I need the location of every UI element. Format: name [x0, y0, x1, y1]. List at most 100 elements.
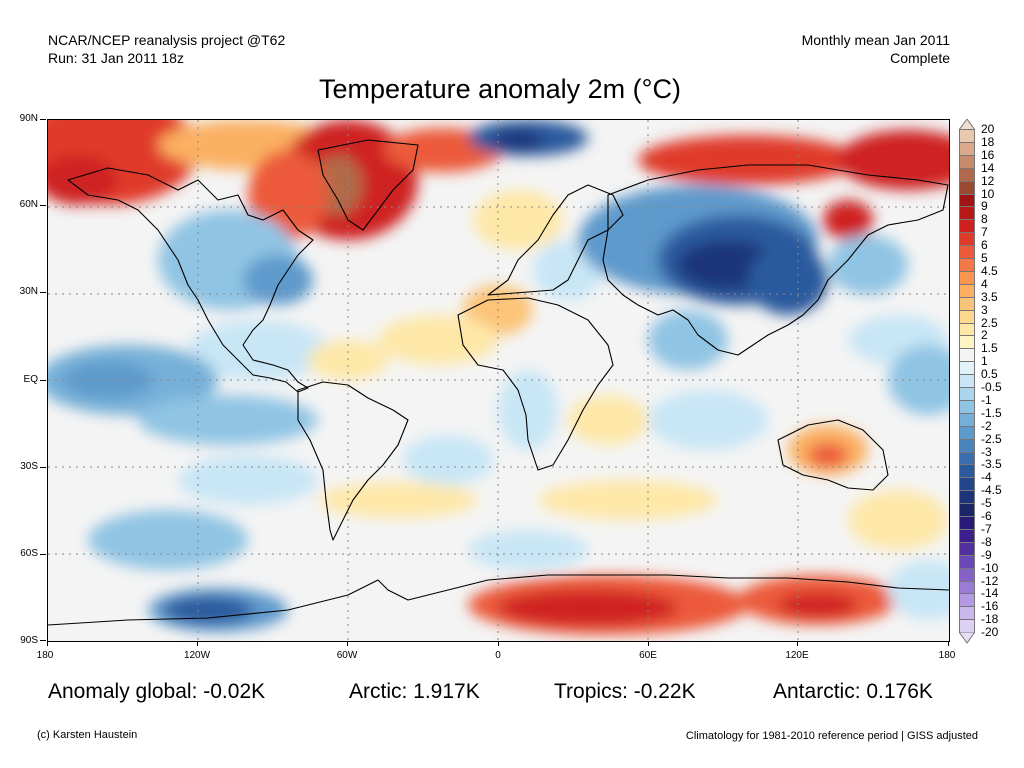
- anomaly-blob: [63, 362, 153, 398]
- anomaly-blob: [318, 482, 478, 518]
- anomaly-blob: [823, 200, 873, 240]
- arctic-anomaly: Arctic: 1.917K: [349, 680, 480, 703]
- colorbar-cell: [959, 516, 975, 530]
- colorbar-cell: [959, 348, 975, 363]
- colorbar-cell: [959, 554, 975, 569]
- anomaly-blob: [648, 390, 768, 450]
- anomaly-map: [47, 119, 950, 642]
- colorbar-label: 3: [981, 302, 988, 317]
- colorbar-cell: [959, 606, 975, 621]
- colorbar-cell: [959, 412, 975, 427]
- anomaly-map-svg: [48, 120, 949, 641]
- colorbar-cell: [959, 258, 975, 272]
- copyright: (c) Karsten Haustein: [37, 729, 138, 741]
- coast-south-america: [297, 381, 409, 541]
- anomaly-blob: [88, 510, 248, 570]
- colorbar-label: 1: [981, 354, 988, 369]
- colorbar-label: -2.5: [981, 431, 1002, 446]
- anomaly-blob: [493, 130, 543, 150]
- colorbar-label: 16: [981, 147, 995, 162]
- colorbar-cell: [959, 619, 975, 634]
- colorbar-label: -0.5: [981, 380, 1002, 394]
- tick-mark: [347, 641, 348, 646]
- colorbar-label: -18: [981, 612, 999, 627]
- coastlines: [48, 139, 949, 626]
- colorbar-cell: [959, 528, 975, 543]
- colorbar-cell: [959, 567, 975, 582]
- colorbar-cell: [959, 490, 975, 505]
- colorbar-label: -16: [981, 599, 999, 614]
- coast-greenland: [317, 139, 419, 231]
- colorbar-label: 4.5: [981, 263, 998, 278]
- tick-mark: [498, 641, 499, 646]
- colorbar-label: 12: [981, 173, 995, 188]
- colorbar-label: 2: [981, 328, 988, 343]
- tick-mark: [40, 292, 46, 293]
- anomaly-blob: [188, 320, 328, 380]
- colorbar-label: 14: [981, 160, 995, 175]
- colorbar-label: 2.5: [981, 315, 998, 330]
- anomaly-blob: [848, 490, 948, 550]
- colorbar-cell: [959, 541, 975, 556]
- colorbar-cell: [959, 154, 975, 169]
- colorbar-label: 9: [981, 199, 988, 214]
- coast-antarctica: [48, 574, 949, 626]
- colorbar-label: 0.5: [981, 367, 998, 382]
- anomaly-blob: [378, 315, 498, 365]
- colorbar-label: 8: [981, 212, 988, 227]
- lon-label-120w: 120W: [183, 650, 211, 661]
- colorbar-label: -5: [981, 496, 992, 511]
- anomaly-blob: [48, 155, 118, 205]
- tick-mark: [40, 205, 46, 206]
- colorbar-cell: [959, 374, 975, 388]
- colorbar-cell: [959, 245, 975, 259]
- colorbar-label: -4: [981, 470, 992, 485]
- lon-label-180e: 180: [938, 650, 956, 661]
- colorbar-label: -9: [981, 547, 992, 562]
- lon-label-0: 0: [495, 650, 501, 661]
- tick-mark: [648, 641, 649, 646]
- colorbar-label: 5: [981, 251, 988, 265]
- header-left: NCAR/NCEP reanalysis project @T62 Run: 3…: [48, 31, 285, 67]
- colorbar-label: -8: [981, 534, 992, 549]
- colorbar-cell: [959, 580, 975, 595]
- anomaly-blob: [888, 345, 949, 415]
- climatology-note: Climatology for 1981-2010 reference peri…: [685, 730, 978, 742]
- colorbar-cell: [959, 296, 975, 311]
- header-right: Monthly mean Jan 2011 Complete: [802, 31, 950, 67]
- colorbar-label: 20: [981, 122, 995, 136]
- map-title: Temperature anomaly 2m (°C): [319, 74, 681, 104]
- anomaly-blob: [538, 480, 718, 520]
- colorbar-label: -3.5: [981, 457, 1002, 472]
- lat-label-90n: 90N: [19, 113, 38, 124]
- anomaly-blob: [468, 530, 588, 570]
- colorbar-cell: [959, 503, 975, 517]
- colorbar-label: -6: [981, 509, 992, 523]
- lon-label-60w: 60W: [336, 650, 358, 661]
- colorbar-cell: [959, 180, 975, 195]
- coast-europe: [487, 184, 624, 296]
- colorbar-bottom-arrow: [959, 632, 975, 644]
- colorbar-cell: [959, 387, 975, 401]
- lat-label-60s: 60S: [20, 548, 38, 559]
- tick-mark: [47, 641, 48, 646]
- colorbar-cell: [959, 219, 975, 234]
- colorbar-label: -3: [981, 444, 992, 459]
- colorbar-cell: [959, 399, 975, 414]
- anomaly-blob: [808, 443, 848, 467]
- colorbar-cell: [959, 464, 975, 479]
- colorbar-cell: [959, 232, 975, 247]
- anomaly-blob: [778, 593, 858, 617]
- colorbar-label: -7: [981, 521, 992, 536]
- colorbar-cell: [959, 322, 975, 337]
- anomaly-blob: [243, 255, 313, 305]
- coast-australia: [777, 419, 889, 491]
- colorbar-cell: [959, 361, 975, 376]
- anomaly-blob: [498, 370, 558, 450]
- colorbar-cell: [959, 283, 975, 298]
- colorbar-cell: [959, 593, 975, 608]
- run-label: Run: 31 Jan 2011 18z: [48, 50, 184, 66]
- colorbar-label: -12: [981, 573, 999, 588]
- tick-mark: [948, 641, 949, 646]
- global-anomaly: Anomaly global: -0.02K: [48, 680, 266, 703]
